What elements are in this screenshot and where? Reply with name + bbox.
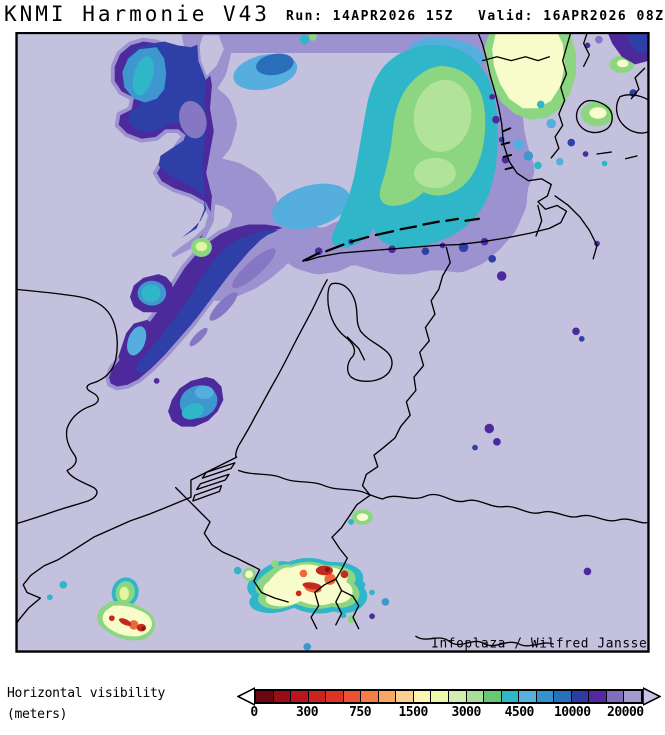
legend-label-line2: (meters) — [7, 707, 68, 722]
colorbar-tick-label: 750 — [349, 705, 372, 720]
colorbar-cell — [290, 691, 308, 702]
colorbar-cell — [570, 691, 589, 702]
fog-scattered-specks — [303, 89, 638, 651]
map-frame — [15, 31, 650, 653]
legend: Horizontal visibility (meters) 0 300 750 15… — [0, 683, 665, 735]
fog-interior-patches — [190, 33, 498, 257]
colorbar-cell — [412, 691, 431, 702]
colorbar-cell — [377, 691, 396, 702]
colorbar-cell — [500, 691, 519, 702]
coastlines-and-borders — [17, 33, 648, 647]
fog-france-cluster — [47, 577, 156, 641]
attribution-text: Infoplaza / Wilfred Janssen — [431, 637, 655, 652]
colorbar-tick-label: 0 — [250, 705, 258, 720]
colorbar-tick-label: 300 — [296, 705, 319, 720]
colorbar-cell — [605, 691, 624, 702]
colorbar-cell — [448, 691, 466, 702]
colorbar-cell — [342, 691, 361, 702]
fog-denmark-patches — [484, 33, 648, 170]
legend-label-line1: Horizontal visibility — [7, 686, 166, 701]
map-background — [15, 32, 650, 653]
visibility-map-svg: Infoplaza / Wilfred Janssen — [15, 31, 655, 653]
weather-map: Infoplaza / Wilfred Janssen — [0, 31, 665, 683]
colorbar-ticks: 0 300 750 1500 3000 4500 10000 20000 — [250, 704, 644, 722]
fog-field-layers: Infoplaza / Wilfred Janssen — [17, 33, 655, 652]
colorbar-cell — [588, 691, 606, 702]
colorbar-cell — [518, 691, 536, 702]
colorbar-cell — [483, 691, 501, 702]
fog-southwest-arm — [105, 220, 291, 391]
colorbar-cell — [325, 691, 343, 702]
colorbar-cell — [465, 691, 484, 702]
page-title: KNMI Harmonie V43 — [4, 2, 270, 26]
fog-topleft-lobe — [110, 33, 218, 257]
fog-coastal-blobs — [118, 274, 224, 427]
colorbar-cell — [553, 691, 571, 702]
colorbar-tick-label: 10000 — [553, 705, 591, 720]
colorbar-cells — [254, 689, 643, 704]
colorbar-cell — [430, 691, 449, 702]
colorbar-cell — [623, 691, 642, 702]
colorbar-cell — [272, 691, 291, 702]
colorbar-cell — [256, 691, 273, 702]
colorbar-arrow-left — [237, 687, 255, 706]
colorbar-arrow-right — [643, 687, 661, 706]
colorbar-cell — [360, 691, 378, 702]
valid-timestamp: Valid: 16APR2026 08Z — [478, 9, 665, 24]
colorbar-cell — [535, 691, 554, 702]
colorbar-tick-label: 3000 — [451, 705, 482, 720]
colorbar-cell — [395, 691, 413, 702]
colorbar-tick-label: 20000 — [606, 705, 644, 720]
colorbar-tick-label: 4500 — [504, 705, 535, 720]
colorbar: 0 300 750 1500 3000 4500 10000 20000 — [237, 687, 665, 723]
run-timestamp: Run: 14APR2026 15Z — [286, 9, 454, 24]
colorbar-tick-label: 1500 — [398, 705, 428, 720]
colorbar-cell — [307, 691, 326, 702]
header: KNMI Harmonie V43 Run: 14APR2026 15Z Val… — [0, 0, 665, 32]
